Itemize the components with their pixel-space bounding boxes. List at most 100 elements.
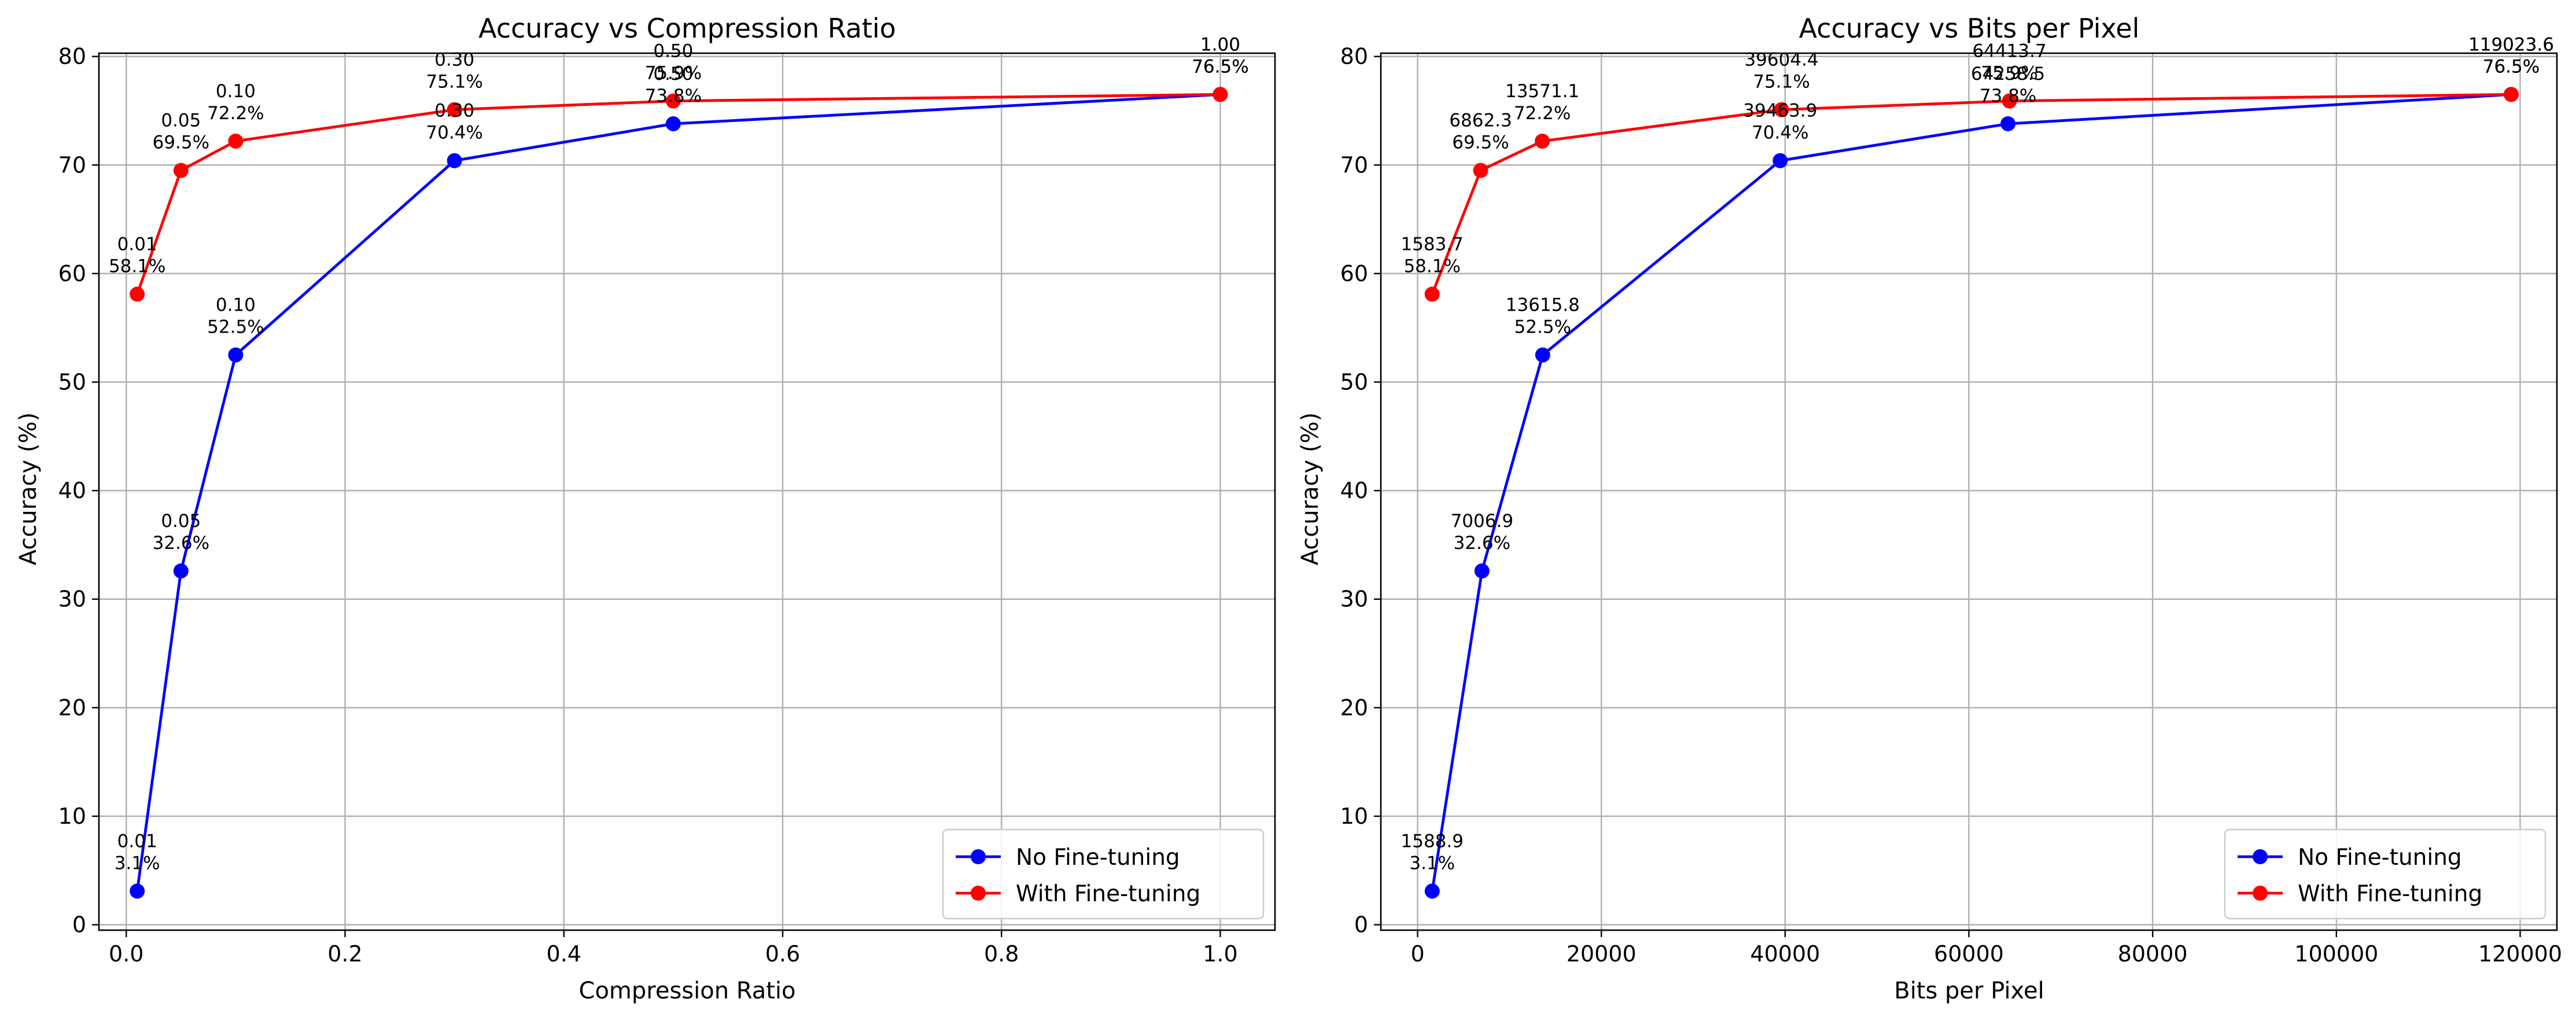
data-label-y: 73.8% xyxy=(645,86,702,106)
data-label-y: 76.5% xyxy=(1192,56,1248,77)
legend-box xyxy=(942,828,1265,920)
data-label-x: 0.05 xyxy=(161,110,201,131)
series-line xyxy=(1431,93,2512,295)
data-point xyxy=(173,163,189,178)
grid xyxy=(1381,53,2557,930)
data-label-y: 76.5% xyxy=(2483,56,2540,77)
data-point xyxy=(1772,153,1788,168)
data-label-x: 0.50 xyxy=(653,41,693,62)
legend: No Fine-tuning With Fine-tuning xyxy=(942,828,1265,920)
panel-compression-ratio: Accuracy vs Compression Ratio Compressio… xyxy=(15,13,1276,1004)
legend-label: With Fine-tuning xyxy=(2298,881,2482,907)
y-tick-label: 80 xyxy=(58,44,86,69)
data-label-y: 3.1% xyxy=(1409,853,1455,873)
y-tick-label: 0 xyxy=(72,912,86,938)
data-label-x: 1.00 xyxy=(1200,34,1240,55)
y-tick-label: 20 xyxy=(58,695,86,720)
x-tick-label: 100000 xyxy=(2294,941,2378,967)
chart-title: Accuracy vs Bits per Pixel xyxy=(1799,13,2140,44)
data-point xyxy=(1424,286,1440,302)
y-tick-label: 40 xyxy=(58,478,86,503)
data-label-x: 0.50 xyxy=(653,64,693,84)
x-tick-label: 0.8 xyxy=(984,941,1019,967)
data-point xyxy=(2000,116,2016,131)
x-tick-label: 0 xyxy=(1410,941,1424,967)
x-tick-label: 0.4 xyxy=(547,941,581,967)
panel-bits-per-pixel: Accuracy vs Bits per Pixel Bits per Pixe… xyxy=(1297,13,2562,1004)
x-axis-label: Compression Ratio xyxy=(579,978,796,1004)
data-label-y: 70.4% xyxy=(1752,123,1808,143)
data-label-x: 1583.7 xyxy=(1401,234,1463,255)
data-point xyxy=(447,153,462,168)
data-label-y: 58.1% xyxy=(1403,256,1460,277)
data-point xyxy=(173,563,189,578)
data-point xyxy=(665,116,681,131)
data-label-x: 6862.3 xyxy=(1449,110,1512,131)
data-label-x: 0.30 xyxy=(434,101,474,121)
y-tick-label: 10 xyxy=(1340,803,1368,829)
y-tick-label: 30 xyxy=(1340,587,1368,612)
y-tick-label: 20 xyxy=(1340,695,1368,720)
legend-marker xyxy=(2253,849,2268,864)
data-point xyxy=(1774,102,1789,117)
series-with-fine-tuning xyxy=(1424,87,2519,302)
legend-marker xyxy=(971,886,986,901)
data-label-x: 1588.9 xyxy=(1401,831,1464,852)
data-label-y: 32.6% xyxy=(153,533,209,554)
legend-label: With Fine-tuning xyxy=(1016,881,1200,907)
plot-frame xyxy=(1380,52,2558,931)
y-tick-label: 80 xyxy=(1340,44,1368,69)
data-label-x: 64413.7 xyxy=(1973,41,2047,62)
data-point xyxy=(1535,133,1550,149)
data-label-x: 0.10 xyxy=(216,81,256,102)
data-point xyxy=(447,102,462,117)
data-point xyxy=(1535,347,1550,363)
y-tick-label: 70 xyxy=(58,152,86,178)
y-tick-label: 50 xyxy=(58,370,86,395)
series-line xyxy=(135,93,1221,295)
data-label-y: 76.5% xyxy=(1192,56,1248,77)
data-label-y: 52.5% xyxy=(207,317,264,338)
legend-label: No Fine-tuning xyxy=(2298,845,2462,871)
series-line xyxy=(1431,93,2512,891)
data-label-x: 7006.9 xyxy=(1451,511,1513,532)
data-point xyxy=(665,93,681,109)
y-tick-label: 40 xyxy=(1340,478,1368,503)
grid xyxy=(99,53,1275,930)
axis-ticks: 0 20000 40000 60000 80000 100000 120000 0 10 20 30… xyxy=(1340,44,2562,967)
data-label-x: 13615.8 xyxy=(1506,295,1580,316)
data-label-x: 13571.1 xyxy=(1505,81,1579,102)
legend-box xyxy=(2224,828,2546,920)
data-label-y: 75.9% xyxy=(1981,63,2037,84)
data-point xyxy=(130,286,145,302)
data-label-x: 0.10 xyxy=(216,295,256,316)
data-point xyxy=(1474,563,1490,578)
data-label-y: 58.1% xyxy=(109,256,165,277)
chart-title: Accuracy vs Compression Ratio xyxy=(478,13,896,44)
x-tick-label: 0.0 xyxy=(109,941,143,967)
y-tick-label: 10 xyxy=(58,803,86,829)
series-line xyxy=(135,93,1221,891)
series-with-fine-tuning xyxy=(130,87,1228,302)
data-point xyxy=(1424,883,1440,899)
legend-label: No Fine-tuning xyxy=(1016,845,1180,871)
data-label-y: 52.5% xyxy=(1514,317,1571,338)
plot-frame xyxy=(98,52,1276,931)
y-tick-label: 60 xyxy=(1340,261,1368,286)
data-label-y: 69.5% xyxy=(1452,132,1509,153)
data-label-x: 1.00 xyxy=(1200,34,1240,55)
y-axis-label: Accuracy (%) xyxy=(15,412,42,566)
x-tick-label: 20000 xyxy=(1567,941,1637,967)
legend-marker xyxy=(971,849,986,864)
data-label-y: 75.9% xyxy=(645,63,702,84)
legend-marker xyxy=(2253,886,2268,901)
x-axis-label: Bits per Pixel xyxy=(1894,978,2044,1004)
data-label-y: 70.4% xyxy=(426,123,482,143)
y-tick-label: 50 xyxy=(1340,370,1368,395)
y-tick-label: 30 xyxy=(58,587,86,612)
x-tick-label: 60000 xyxy=(1934,941,2004,967)
data-point xyxy=(228,347,244,363)
data-point xyxy=(130,883,145,899)
data-label-y: 69.5% xyxy=(153,132,209,153)
